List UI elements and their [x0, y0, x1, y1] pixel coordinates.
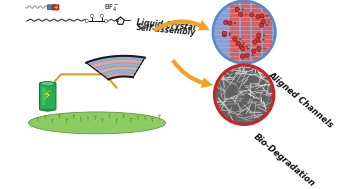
Text: O: O: [85, 19, 89, 24]
Polygon shape: [241, 1, 250, 63]
Polygon shape: [94, 63, 141, 71]
Polygon shape: [101, 70, 137, 77]
Circle shape: [235, 7, 240, 12]
FancyArrowPatch shape: [267, 15, 268, 17]
FancyArrowPatch shape: [266, 24, 268, 26]
FancyBboxPatch shape: [42, 87, 46, 105]
FancyArrowPatch shape: [171, 59, 213, 88]
FancyArrowPatch shape: [257, 14, 258, 16]
Circle shape: [239, 44, 243, 49]
Circle shape: [252, 49, 256, 53]
Circle shape: [223, 20, 228, 25]
Polygon shape: [252, 1, 261, 63]
Text: $\mathregular{N^+}$: $\mathregular{N^+}$: [115, 17, 123, 25]
FancyArrowPatch shape: [264, 47, 265, 49]
Text: ⚡: ⚡: [43, 89, 52, 102]
Ellipse shape: [41, 106, 55, 111]
Polygon shape: [86, 56, 145, 65]
Text: Aligned Channels: Aligned Channels: [266, 70, 335, 129]
FancyArrowPatch shape: [247, 56, 249, 57]
Ellipse shape: [29, 112, 166, 134]
Text: $\mathregular{BF_4^-}$: $\mathregular{BF_4^-}$: [104, 2, 120, 13]
Circle shape: [256, 15, 260, 19]
Circle shape: [261, 19, 265, 24]
Text: O: O: [90, 14, 94, 19]
Circle shape: [257, 33, 261, 38]
Circle shape: [233, 37, 237, 41]
Text: Liquid Crystal: Liquid Crystal: [136, 18, 196, 32]
FancyArrowPatch shape: [263, 39, 264, 41]
FancyArrowPatch shape: [247, 48, 249, 50]
Circle shape: [222, 31, 227, 36]
Circle shape: [238, 12, 243, 17]
Polygon shape: [263, 1, 272, 63]
FancyBboxPatch shape: [52, 5, 59, 10]
FancyArrowPatch shape: [263, 35, 265, 36]
FancyArrowPatch shape: [229, 33, 231, 34]
Circle shape: [250, 13, 254, 17]
FancyArrowPatch shape: [240, 38, 241, 40]
Polygon shape: [90, 59, 143, 68]
Circle shape: [236, 41, 240, 46]
Polygon shape: [97, 66, 139, 74]
FancyBboxPatch shape: [47, 5, 56, 10]
Circle shape: [213, 1, 276, 63]
Ellipse shape: [41, 81, 55, 86]
Circle shape: [240, 54, 245, 59]
Polygon shape: [230, 1, 239, 63]
Circle shape: [253, 40, 257, 44]
FancyBboxPatch shape: [40, 83, 56, 110]
Text: Self-assembly: Self-assembly: [136, 23, 196, 38]
FancyArrowPatch shape: [231, 22, 232, 23]
FancyArrowPatch shape: [260, 41, 261, 43]
Text: Bio-Degradation: Bio-Degradation: [252, 132, 317, 189]
Circle shape: [245, 53, 249, 57]
FancyArrowPatch shape: [243, 43, 245, 44]
FancyArrowPatch shape: [246, 46, 247, 47]
Circle shape: [260, 23, 264, 27]
FancyArrowPatch shape: [242, 9, 244, 10]
FancyArrowPatch shape: [229, 34, 231, 36]
FancyArrowPatch shape: [234, 22, 236, 24]
Circle shape: [240, 46, 245, 51]
Circle shape: [227, 21, 232, 25]
FancyArrowPatch shape: [263, 16, 265, 18]
Circle shape: [260, 14, 264, 18]
FancyArrowPatch shape: [258, 50, 260, 52]
Circle shape: [215, 65, 274, 124]
Text: O: O: [100, 14, 104, 19]
FancyArrowPatch shape: [252, 54, 253, 56]
FancyArrowPatch shape: [246, 14, 247, 15]
Polygon shape: [105, 73, 135, 79]
Text: +: +: [53, 5, 58, 10]
FancyArrowPatch shape: [153, 19, 210, 32]
FancyArrowPatch shape: [268, 21, 270, 22]
Circle shape: [256, 38, 260, 42]
Circle shape: [222, 33, 227, 37]
Circle shape: [257, 46, 261, 50]
Text: O: O: [104, 19, 107, 24]
